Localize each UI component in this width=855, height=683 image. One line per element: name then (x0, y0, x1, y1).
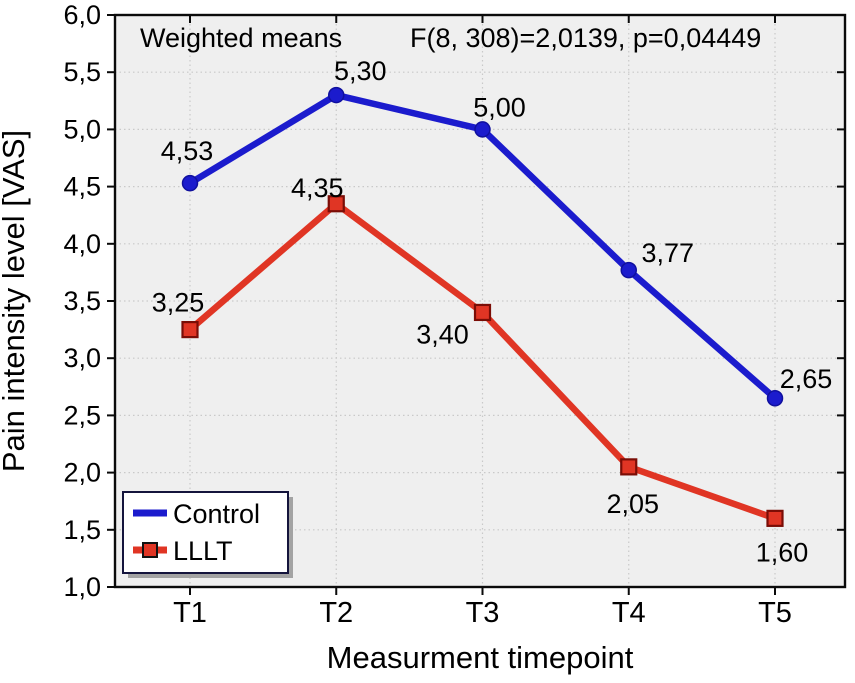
y-tick-label: 6,0 (63, 0, 101, 30)
x-tick-label: T1 (173, 597, 207, 629)
y-tick-label: 5,5 (63, 57, 101, 87)
data-label-control: 4,53 (161, 136, 214, 166)
legend-control-label: Control (173, 499, 260, 529)
y-tick-label: 3,0 (63, 343, 101, 373)
y-tick-label: 5,0 (63, 114, 101, 144)
plot-frame (113, 13, 847, 589)
y-tick-label: 4,5 (63, 172, 101, 202)
y-tick-label: 2,5 (63, 400, 101, 430)
data-label-control: 3,77 (641, 238, 694, 268)
data-label-control: 5,00 (473, 92, 526, 122)
legend-item-control: Control (133, 499, 260, 529)
series-lllt-marker (620, 458, 638, 476)
series-control-marker (766, 389, 784, 407)
data-label-control: 2,65 (780, 364, 833, 394)
series-lllt-marker (181, 321, 199, 339)
series-lllt-marker (473, 303, 492, 322)
y-tick-label: 4,0 (63, 229, 101, 259)
data-label-lllt: 2,05 (606, 489, 659, 519)
gridlines (115, 15, 845, 587)
series-lllt-marker (766, 509, 784, 527)
data-label-lllt: 3,25 (152, 288, 205, 318)
x-axis-title: Measurment timepoint (327, 640, 634, 675)
series-control-marker (620, 261, 637, 279)
legend-item-lllt: LLLT (133, 536, 233, 566)
x-tick-label: T2 (319, 597, 353, 629)
chart-title: Weighted means (140, 23, 342, 53)
data-label-control: 5,30 (334, 56, 387, 86)
data-label-lllt: 1,60 (756, 537, 809, 567)
y-tick-label: 1,0 (63, 572, 101, 602)
series-control-marker (474, 121, 491, 138)
x-tick-label: T4 (612, 597, 646, 629)
data-label-lllt: 3,40 (416, 319, 469, 349)
y-axis-title: Pain intensity level [VAS] (0, 130, 31, 472)
series-control-marker (181, 174, 199, 192)
legend-box (122, 491, 289, 574)
data-label-lllt: 4,35 (291, 173, 344, 203)
y-tick-label: 2,0 (63, 458, 101, 488)
x-tick-label: T3 (466, 597, 500, 629)
x-tick-label: T5 (758, 597, 792, 629)
legend-lllt-label: LLLT (173, 536, 233, 566)
axis-ticks (107, 14, 845, 595)
legend: Control LLLT (122, 491, 293, 578)
series-control-marker (328, 86, 345, 104)
series-lllt-marker (327, 195, 345, 213)
y-tick-label: 3,5 (63, 286, 101, 316)
stats-annotation: F(8, 308)=2,0139, p=0,04449 (410, 23, 761, 53)
y-tick-label: 1,5 (63, 515, 101, 545)
legend-lllt-marker-sample (142, 542, 158, 558)
